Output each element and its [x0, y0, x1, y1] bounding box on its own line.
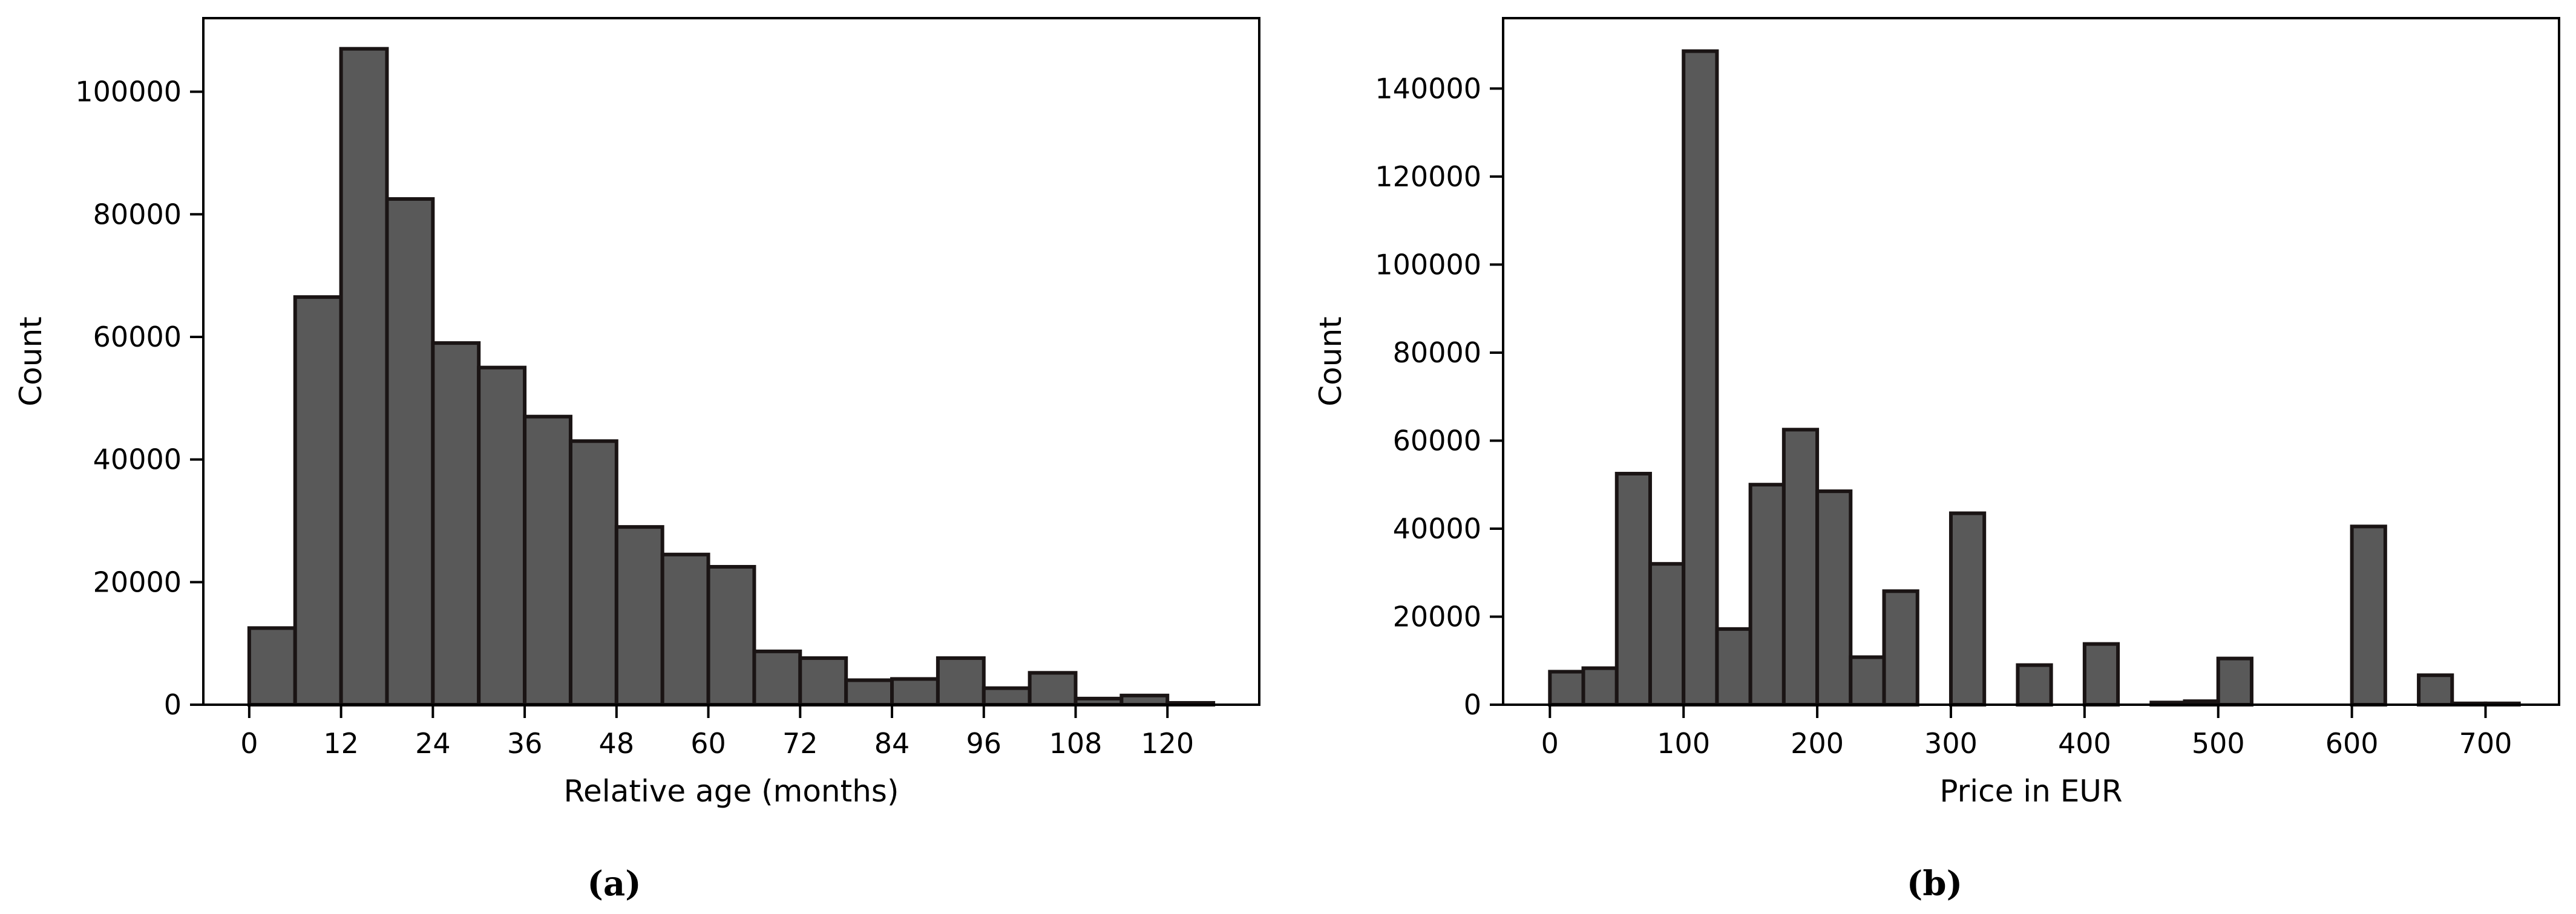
x-tick-label: 120 [1141, 727, 1194, 760]
x-tick-label: 12 [323, 727, 359, 760]
histogram-bar [339, 47, 389, 707]
histogram-bar [1614, 472, 1652, 707]
x-tick-label: 0 [1541, 727, 1559, 760]
histogram-bar [293, 295, 343, 707]
histogram-bar [1027, 671, 1078, 707]
histogram-bar [614, 525, 664, 707]
histogram-bar [1119, 693, 1170, 707]
subfigure-caption: (b) [1907, 864, 1962, 904]
x-tick-label: 108 [1049, 727, 1103, 760]
histogram-bar [1548, 670, 1585, 707]
y-tick-label: 80000 [1393, 336, 1481, 369]
x-tick-label: 24 [415, 727, 451, 760]
histogram-bar [706, 564, 756, 707]
histogram-bar [477, 365, 527, 707]
histogram-bar [523, 414, 572, 707]
histogram-bar [1715, 627, 1752, 707]
y-tick-label: 0 [164, 688, 182, 721]
x-axis-label: Relative age (months) [564, 774, 899, 809]
histogram-bar [1815, 489, 1853, 707]
x-tick-label: 48 [599, 727, 635, 760]
histogram-bar [798, 656, 848, 707]
x-tick-label: 84 [874, 727, 910, 760]
x-tick-label: 700 [2459, 727, 2512, 760]
y-tick-label: 40000 [1393, 512, 1481, 545]
x-tick-label: 400 [2058, 727, 2111, 760]
y-tick-label: 20000 [1393, 600, 1481, 633]
y-tick-label: 60000 [93, 321, 182, 353]
plot-frame [1502, 17, 2560, 706]
subfigure-caption: (a) [587, 864, 641, 904]
x-axis-label: Price in EUR [1939, 774, 2122, 809]
y-tick-label: 100000 [75, 76, 182, 108]
y-tick-label: 40000 [93, 443, 182, 476]
y-tick-label: 60000 [1393, 424, 1481, 457]
histogram-bar [890, 677, 940, 707]
y-tick-label: 100000 [1375, 248, 1481, 281]
histogram-bar [1948, 511, 1987, 707]
histogram-bar [936, 656, 986, 707]
histogram-bar [2417, 673, 2454, 707]
histogram-bar [1581, 666, 1619, 707]
histogram-bar [982, 686, 1032, 707]
y-tick-label: 140000 [1375, 72, 1481, 105]
histogram-bar [2350, 524, 2387, 707]
x-tick-label: 72 [782, 727, 818, 760]
histogram-bar [660, 552, 710, 707]
histogram-bar [844, 678, 894, 707]
x-tick-label: 36 [507, 727, 543, 760]
histogram-bar [568, 439, 618, 707]
y-tick-label: 120000 [1375, 160, 1481, 193]
x-tick-label: 0 [240, 727, 258, 760]
y-tick-label: 80000 [93, 198, 182, 230]
histogram-price: 0 100 200 300 400 500 600 700 0 20000 40000 60000 80… [1313, 17, 2560, 904]
histogram-bar [1682, 49, 1719, 707]
histogram-bar [247, 626, 297, 707]
histogram-relative-age: 0 12 24 36 48 60 72 84 96 108 120 0 20000 40000 60000 8… [13, 17, 1260, 904]
plot-frame [202, 17, 1260, 706]
histogram-bar [752, 649, 802, 707]
y-tick-label: 20000 [93, 566, 182, 598]
x-tick-label: 60 [690, 727, 726, 760]
y-axis-label: Count [1313, 316, 1348, 406]
x-tick-label: 600 [2325, 727, 2379, 760]
y-tick-label: 0 [1464, 688, 1481, 721]
x-tick-label: 200 [1791, 727, 1844, 760]
x-tick-label: 300 [1924, 727, 1978, 760]
histogram-bar [1882, 589, 1919, 707]
histogram-bar [1748, 483, 1786, 707]
histogram-bar [385, 197, 435, 707]
histogram-bar [2016, 663, 2053, 707]
histogram-bar [1781, 428, 1820, 707]
x-tick-label: 500 [2192, 727, 2245, 760]
histogram-bar [1849, 655, 1886, 707]
histogram-bar [2082, 642, 2120, 707]
y-axis-label: Count [13, 316, 48, 406]
x-tick-label: 96 [966, 727, 1002, 760]
histogram-bar [431, 341, 481, 707]
histogram-bar [1648, 562, 1686, 707]
x-tick-label: 100 [1657, 727, 1710, 760]
histogram-bar [2216, 656, 2253, 707]
